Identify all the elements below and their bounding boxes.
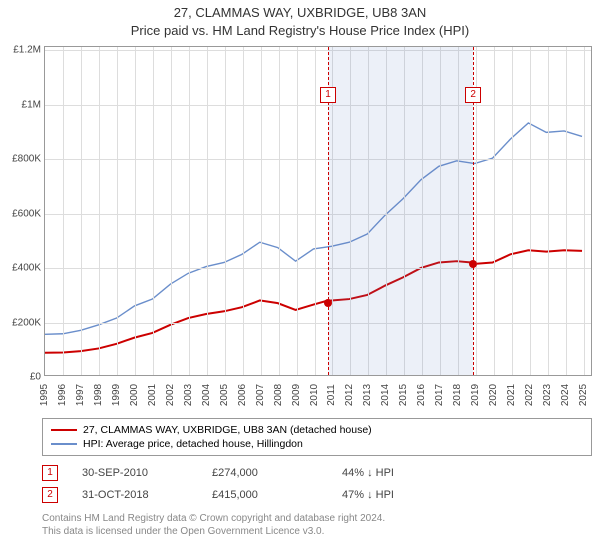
x-tick-label: 2025 — [578, 384, 589, 406]
x-tick-label: 2014 — [380, 384, 391, 406]
gridline-v — [135, 47, 136, 375]
x-tick-label: 2008 — [273, 384, 284, 406]
y-tick-label: £200K — [12, 317, 45, 328]
legend-item: HPI: Average price, detached house, Hill… — [51, 437, 583, 451]
x-tick-label: 2017 — [434, 384, 445, 406]
gridline-v — [99, 47, 100, 375]
y-tick-label: £1M — [22, 99, 45, 110]
footer-line-1: Contains HM Land Registry data © Crown c… — [42, 512, 592, 525]
footer-attribution: Contains HM Land Registry data © Crown c… — [42, 512, 592, 538]
chart-svg — [45, 47, 591, 375]
x-tick-label: 2007 — [255, 384, 266, 406]
legend-text: 27, CLAMMAS WAY, UXBRIDGE, UB8 3AN (deta… — [83, 424, 372, 436]
gridline-v — [81, 47, 82, 375]
legend-text: HPI: Average price, detached house, Hill… — [83, 438, 303, 450]
gridline-v — [243, 47, 244, 375]
title-block: 27, CLAMMAS WAY, UXBRIDGE, UB8 3AN Price… — [0, 0, 600, 40]
x-tick-label: 2012 — [344, 384, 355, 406]
x-tick-label: 2001 — [147, 384, 158, 406]
legend-swatch — [51, 443, 77, 445]
x-tick-label: 2002 — [165, 384, 176, 406]
gridline-h — [45, 268, 591, 269]
marker-table: 1 30-SEP-2010£274,00044% ↓ HPI 2 31-OCT-201… — [42, 462, 592, 506]
x-tick-label: 2009 — [291, 384, 302, 406]
x-tick-label: 2020 — [488, 384, 499, 406]
marker-dot — [324, 299, 332, 307]
gridline-h — [45, 159, 591, 160]
y-tick-label: £400K — [12, 263, 45, 274]
legend-item: 27, CLAMMAS WAY, UXBRIDGE, UB8 3AN (deta… — [51, 423, 583, 437]
gridline-v — [117, 47, 118, 375]
gridline-v — [279, 47, 280, 375]
gridline-v — [530, 47, 531, 375]
marker-dot — [469, 260, 477, 268]
title-subtitle: Price paid vs. HM Land Registry's House … — [0, 22, 600, 40]
y-tick-label: £800K — [12, 154, 45, 165]
marker-table-row: 1 30-SEP-2010£274,00044% ↓ HPI — [42, 462, 592, 484]
marker-delta: 47% ↓ HPI — [342, 489, 472, 501]
legend: 27, CLAMMAS WAY, UXBRIDGE, UB8 3AN (deta… — [42, 418, 592, 456]
y-tick-label: £1.2M — [13, 45, 45, 56]
gridline-v — [494, 47, 495, 375]
gridline-h — [45, 214, 591, 215]
gridline-v — [171, 47, 172, 375]
x-tick-label: 2019 — [470, 384, 481, 406]
gridline-h — [45, 323, 591, 324]
gridline-v — [153, 47, 154, 375]
x-tick-label: 2018 — [452, 384, 463, 406]
x-tick-label: 2006 — [237, 384, 248, 406]
marker-date: 31-OCT-2018 — [82, 489, 212, 501]
x-tick-label: 2013 — [362, 384, 373, 406]
x-tick-label: 2023 — [542, 384, 553, 406]
footer-line-2: This data is licensed under the Open Gov… — [42, 525, 592, 538]
marker-label: 1 — [320, 87, 336, 103]
gridline-v — [189, 47, 190, 375]
gridline-h — [45, 105, 591, 106]
y-tick-label: £0 — [30, 372, 45, 383]
gridline-v — [584, 47, 585, 375]
shaded-band — [328, 47, 473, 375]
gridline-v — [207, 47, 208, 375]
gridline-v — [261, 47, 262, 375]
chart-container: 27, CLAMMAS WAY, UXBRIDGE, UB8 3AN Price… — [0, 0, 600, 538]
marker-price: £274,000 — [212, 467, 342, 479]
x-tick-label: 2015 — [398, 384, 409, 406]
x-tick-label: 2010 — [309, 384, 320, 406]
marker-table-row: 2 31-OCT-2018£415,00047% ↓ HPI — [42, 484, 592, 506]
gridline-v — [63, 47, 64, 375]
x-tick-label: 2011 — [326, 385, 337, 407]
x-tick-label: 2003 — [183, 384, 194, 406]
gridline-v — [566, 47, 567, 375]
x-tick-label: 1998 — [93, 384, 104, 406]
x-tick-label: 2022 — [524, 384, 535, 406]
gridline-h — [45, 50, 591, 51]
marker-date: 30-SEP-2010 — [82, 467, 212, 479]
x-tick-label: 2016 — [416, 384, 427, 406]
title-address: 27, CLAMMAS WAY, UXBRIDGE, UB8 3AN — [0, 4, 600, 22]
x-tick-label: 2004 — [201, 384, 212, 406]
x-tick-label: 2021 — [506, 384, 517, 406]
x-tick-label: 1996 — [57, 384, 68, 406]
x-tick-label: 2005 — [219, 384, 230, 406]
legend-swatch — [51, 429, 77, 431]
x-tick-label: 2000 — [129, 384, 140, 406]
gridline-v — [548, 47, 549, 375]
x-tick-label: 1999 — [111, 384, 122, 406]
x-tick-label: 2024 — [560, 384, 571, 406]
x-tick-label: 1997 — [75, 384, 86, 406]
marker-price: £415,000 — [212, 489, 342, 501]
gridline-v — [315, 47, 316, 375]
marker-index: 1 — [42, 465, 58, 481]
gridline-v — [512, 47, 513, 375]
x-tick-label: 1995 — [39, 384, 50, 406]
marker-delta: 44% ↓ HPI — [342, 467, 472, 479]
chart-plot-area: £0£200K£400K£600K£800K£1M£1.2M1995199619… — [44, 46, 592, 376]
gridline-v — [225, 47, 226, 375]
marker-index: 2 — [42, 487, 58, 503]
marker-label: 2 — [465, 87, 481, 103]
gridline-v — [297, 47, 298, 375]
y-tick-label: £600K — [12, 208, 45, 219]
